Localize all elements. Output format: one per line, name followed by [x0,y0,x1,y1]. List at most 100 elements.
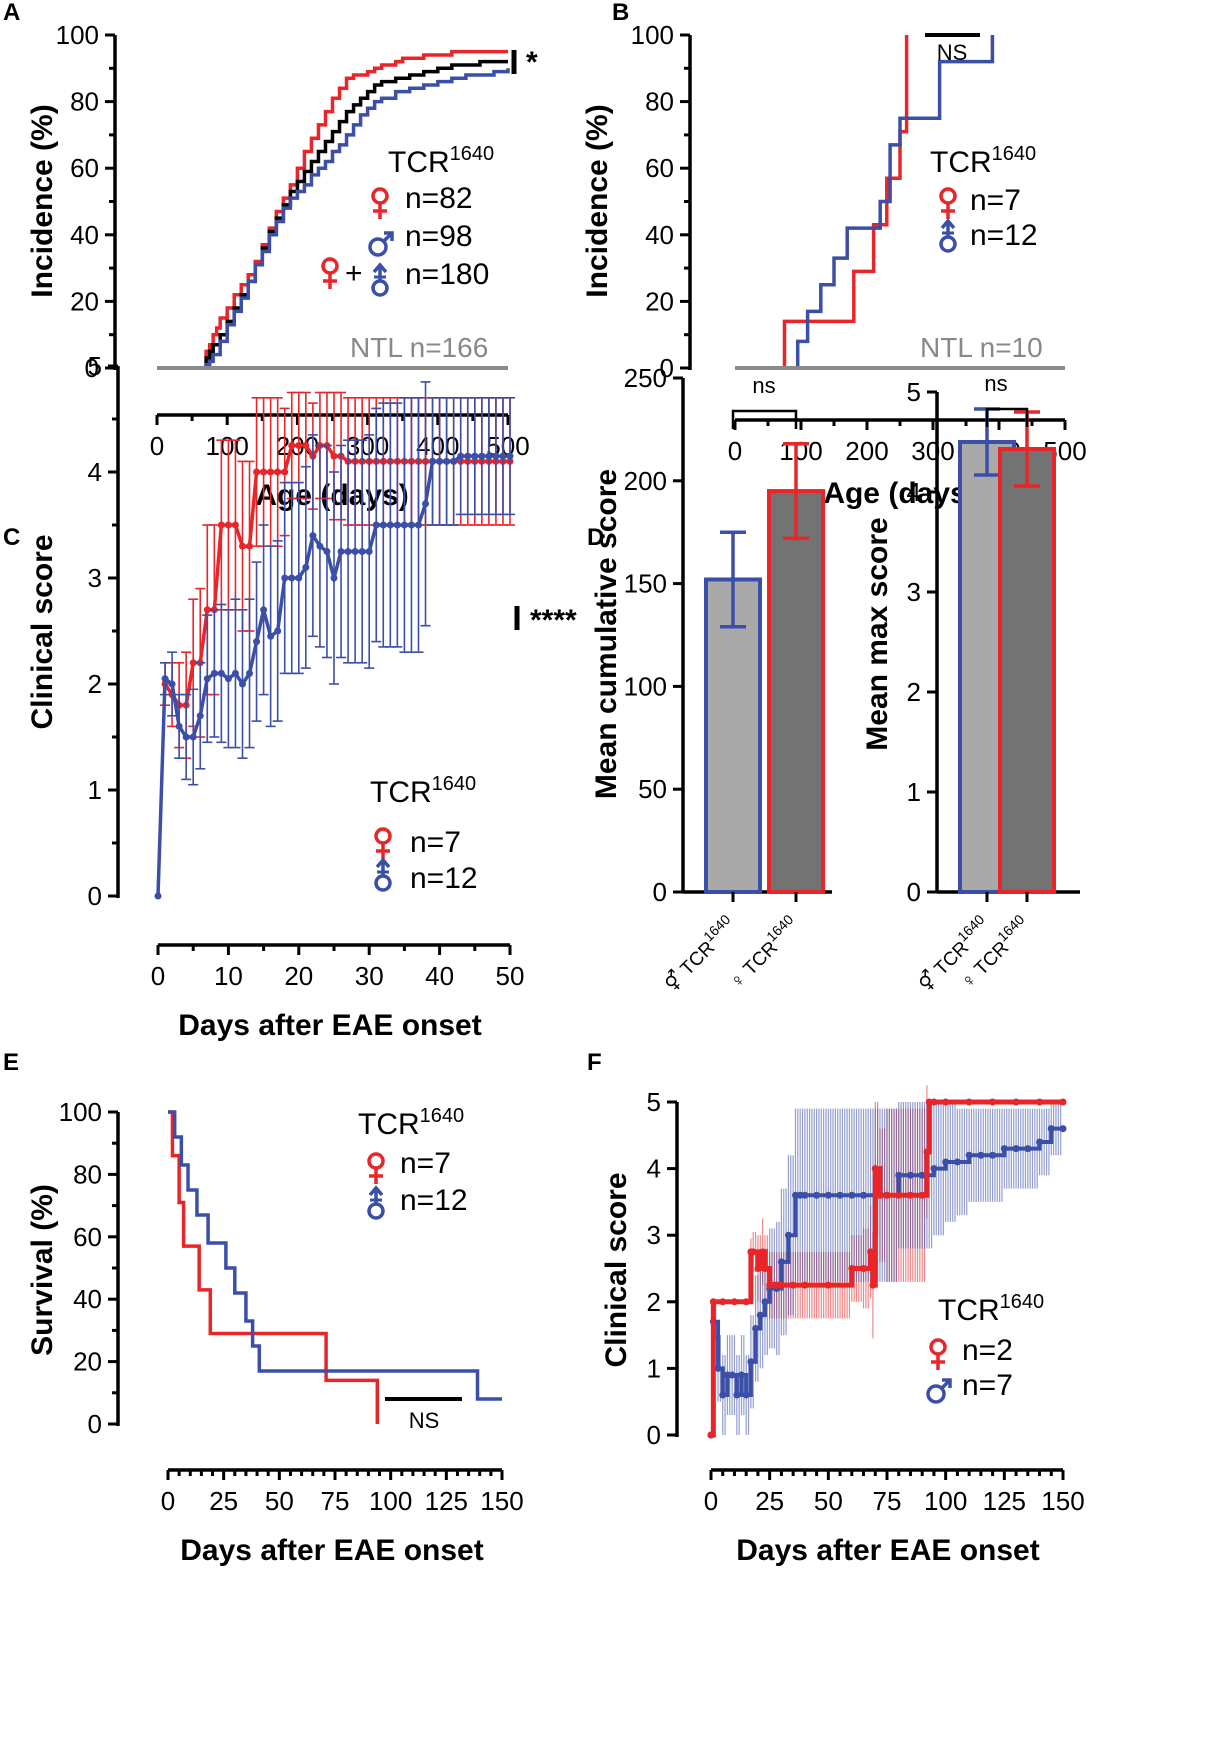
significance-label: NS [409,1408,440,1433]
female-point [895,1191,903,1199]
male-point [246,669,254,677]
category-label-text: ♀ TCR1640 [722,911,804,993]
x-tick-label: 100 [779,436,822,466]
female-point [260,468,268,476]
male-point [719,1391,727,1399]
x-tick-label: 0 [728,436,742,466]
significance-label: **** [530,604,577,637]
male-point [450,457,458,465]
male-point [217,669,225,677]
male-point [253,638,261,646]
male-point [848,1191,856,1199]
female-point [274,468,282,476]
y-tick-label: 4 [88,457,102,487]
legend-label: n=2 [962,1334,1013,1367]
female-point [848,1265,856,1272]
female-point [719,1298,727,1306]
male-point [330,574,338,582]
male-point [836,1191,844,1199]
x-tick-label: 40 [425,961,454,991]
legend-label: n=98 [405,220,473,253]
male-point [161,675,169,683]
y-tick-label: 2 [88,669,102,699]
female-symbol-icon [374,827,392,845]
male-point [965,1151,973,1159]
male-point [1047,1125,1055,1133]
x-tick-label: 100 [924,1486,967,1516]
male-point [182,733,190,741]
male-point [210,669,218,677]
x-tick-label: 50 [496,961,525,991]
y-tick-label: 1 [907,777,921,807]
male-point [288,574,296,582]
male-point [231,669,239,677]
y-tick-label: 0 [647,1420,661,1450]
legend-label: n=7 [410,826,461,859]
male-point [267,632,275,640]
male-point [747,1358,755,1366]
female-incidence-line [157,49,508,370]
female-point [742,1298,750,1306]
ntl-label: NTL n=10 [920,332,1043,363]
male-point [506,452,514,460]
x-tick-label: 10 [214,961,243,991]
x-tick-label: 75 [321,1486,350,1516]
male-point [953,1158,961,1166]
female-point [860,1265,868,1272]
legend-label: n=7 [400,1147,451,1180]
x-tick-label: 50 [814,1486,843,1516]
male-point [492,452,500,460]
female-point [883,1191,891,1199]
female-point [754,1265,762,1272]
male-point [464,452,472,460]
female-survival-line [168,1110,380,1424]
female-point [824,1281,832,1289]
male-point [365,548,373,555]
female-point [231,521,239,529]
male-point [316,542,324,550]
ntl-label: NTL n=166 [350,332,488,363]
male-point [414,521,422,529]
female-point [871,1165,879,1173]
male-point [1000,1145,1008,1153]
male-point [1036,1138,1044,1146]
male-point [738,1371,746,1379]
female-point [1012,1098,1020,1106]
legend-label: n=7 [962,1369,1013,1402]
male-point [471,452,479,460]
male-point [238,680,246,688]
female-point [238,542,246,550]
x-axis-title: Age (days) [823,477,976,510]
y-tick-label: 20 [70,286,99,316]
female-point [330,452,338,460]
legend-title: TCR1640 [938,1291,1044,1327]
x-tick-label: 0 [150,431,164,461]
male-point [742,1391,750,1399]
male-point [478,452,486,460]
male-point [714,1364,722,1372]
legend-label: n=12 [410,862,478,895]
significance-label: NS [937,40,968,65]
male-point [989,1151,997,1159]
x-tick-label: 100 [206,431,249,461]
male-point [386,521,394,529]
y-axis-title: Clinical score [600,1172,633,1367]
y-axis-title: Mean max score [861,517,894,750]
female-point [281,468,289,476]
male-point [801,1191,809,1199]
legend-label: n=180 [405,258,489,291]
male-point [761,1298,769,1306]
y-tick-label: 3 [647,1220,661,1250]
combined-incidence-line [157,59,508,370]
male-point [175,722,183,730]
female-point [906,1191,914,1199]
male-point [733,1391,741,1399]
significance-label: ns [752,373,775,398]
female-point [189,659,197,667]
y-tick-label: 60 [645,153,674,183]
female-point [1059,1098,1067,1106]
female-symbol-icon [371,187,389,205]
